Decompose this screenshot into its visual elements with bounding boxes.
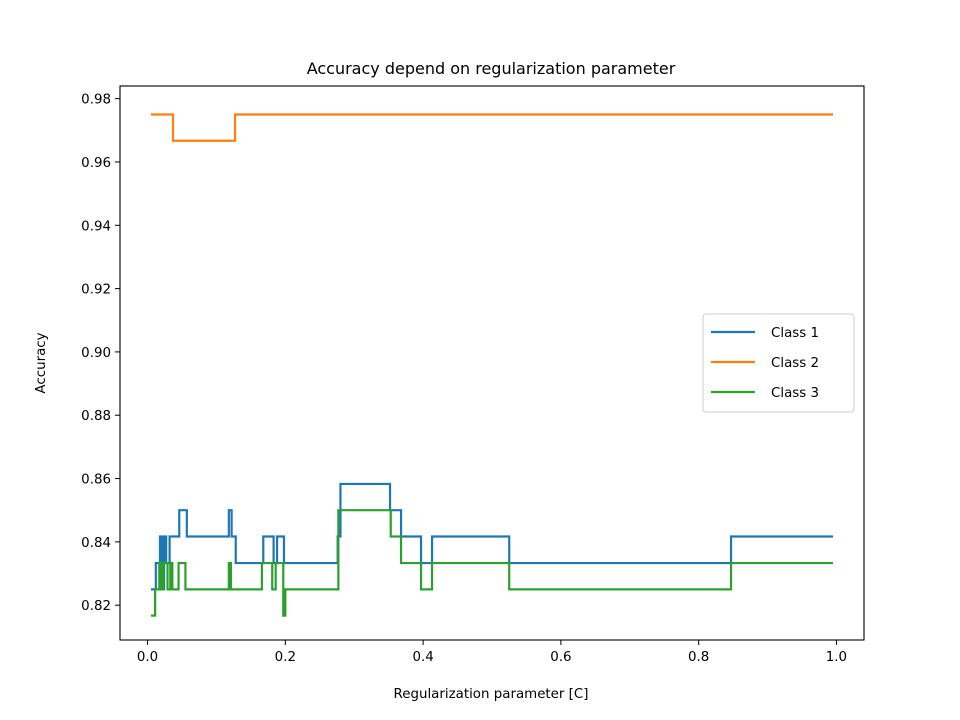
y-axis: 0.82 0.84 0.86 0.88 0.90 0.92 0.94 0.96 0.98 <box>81 93 120 614</box>
x-axis-title: Regularization parameter [C] <box>394 687 589 702</box>
legend-label: Class 3 <box>771 386 819 401</box>
y-axis-title: Accuracy <box>34 332 49 393</box>
y-tick-label: 0.92 <box>81 283 111 298</box>
plot-area <box>151 113 833 617</box>
y-tick-label: 0.94 <box>81 219 111 234</box>
y-tick-label: 0.98 <box>81 93 111 108</box>
x-tick-label: 0.2 <box>275 650 296 665</box>
x-tick-label: 0.0 <box>137 650 158 665</box>
x-tick-label: 1.0 <box>826 650 847 665</box>
legend-label: Class 2 <box>771 356 819 371</box>
x-tick-label: 0.8 <box>688 650 709 665</box>
chart-title: Accuracy depend on regularization parame… <box>307 59 676 78</box>
series-line-class-2 <box>151 113 833 142</box>
y-tick-label: 0.88 <box>81 409 111 424</box>
y-tick-label: 0.96 <box>81 156 111 171</box>
series-line-class-1 <box>151 482 833 591</box>
y-tick-label: 0.90 <box>81 346 111 361</box>
series-line-class-3 <box>151 509 833 617</box>
x-tick-label: 0.6 <box>550 650 571 665</box>
legend-frame <box>702 313 855 413</box>
y-tick-label: 0.84 <box>81 536 111 551</box>
x-axis: 0.0 0.2 0.4 0.6 0.8 1.0 <box>137 640 847 665</box>
x-tick-label: 0.4 <box>412 650 433 665</box>
plot-frame <box>119 85 865 641</box>
y-tick-label: 0.82 <box>81 599 111 614</box>
y-tick-label: 0.86 <box>81 473 111 488</box>
legend: Class 1 Class 2 Class 3 <box>702 313 855 413</box>
legend-label: Class 1 <box>771 326 819 341</box>
